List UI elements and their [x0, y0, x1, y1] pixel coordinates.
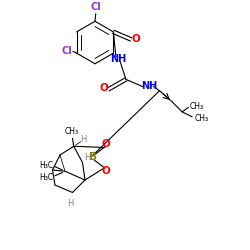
Text: O: O: [102, 166, 110, 176]
Text: CH₃: CH₃: [64, 127, 78, 136]
Text: CH₃: CH₃: [195, 114, 209, 123]
Text: H: H: [84, 153, 91, 162]
Text: O: O: [100, 83, 108, 93]
Text: NH: NH: [141, 80, 157, 90]
Text: CH₃: CH₃: [190, 102, 204, 112]
Text: B: B: [88, 152, 96, 162]
Text: H₃C: H₃C: [39, 173, 53, 182]
Text: O: O: [131, 34, 140, 44]
Text: Cl: Cl: [91, 2, 102, 12]
Text: H: H: [80, 136, 87, 144]
Text: O: O: [102, 139, 110, 149]
Text: Cl: Cl: [61, 46, 72, 56]
Text: H₃C: H₃C: [39, 160, 53, 170]
Text: H: H: [67, 199, 73, 208]
Text: NH: NH: [110, 54, 126, 64]
